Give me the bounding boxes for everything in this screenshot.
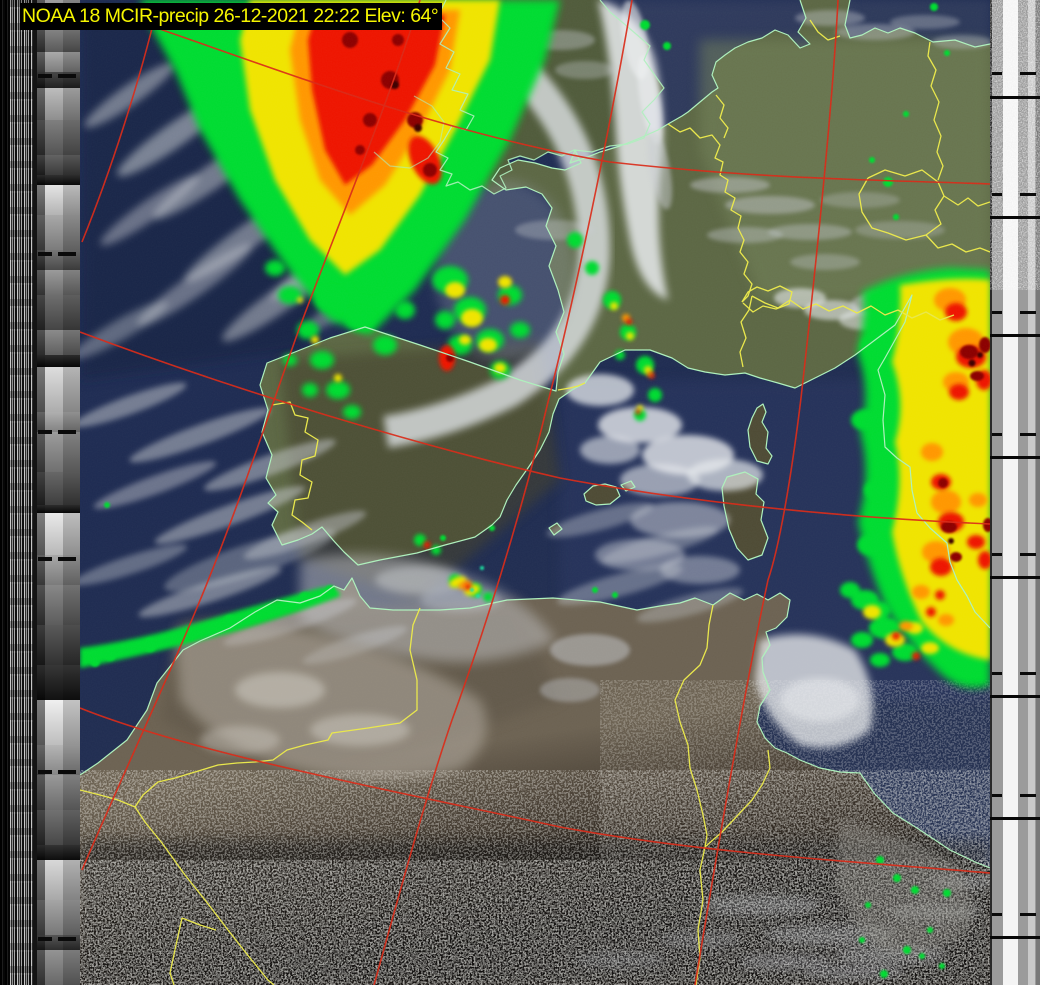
telemetry-wedge (37, 367, 80, 412)
telemetry-wedge (37, 810, 80, 845)
telemetry-wedge (37, 88, 80, 120)
telemetry-wedge (37, 900, 80, 935)
telemetry-wedge (37, 52, 80, 72)
telemetry-wedge (37, 185, 80, 215)
right-marker-dash (992, 553, 1002, 556)
sync-stripe-column (10, 0, 33, 985)
right-marker-line (990, 334, 1040, 337)
telemetry-wedge (37, 845, 80, 860)
telemetry-dash (38, 937, 52, 941)
telemetry-wedge (37, 625, 80, 665)
telemetry-wedge (37, 665, 80, 700)
right-marker-dash (1020, 553, 1036, 556)
right-marker-line (990, 936, 1040, 939)
right-marker-dash (992, 72, 1002, 75)
telemetry-dash (58, 770, 76, 774)
telemetry-dash (38, 252, 52, 256)
telemetry-dash (58, 430, 76, 434)
right-marker-line (990, 456, 1040, 459)
right-bar-gray-stripe (1028, 0, 1035, 985)
right-bar-right-edge (1036, 0, 1040, 985)
right-bar-left-edge (990, 0, 992, 985)
telemetry-dash (38, 430, 52, 434)
right-marker-dash (992, 311, 1002, 314)
telemetry-wedge (37, 175, 80, 185)
telemetry-dash (58, 557, 76, 561)
right-marker-dash (992, 794, 1002, 797)
telemetry-dash (58, 74, 76, 78)
right-marker-line (990, 817, 1040, 820)
telemetry-wedge-column (37, 0, 80, 985)
telemetry-wedge (37, 412, 80, 432)
right-marker-dash (1020, 72, 1036, 75)
telemetry-wedge (37, 860, 80, 900)
title-text: NOAA 18 MCIR-precip 26-12-2021 22:22 Ele… (22, 5, 439, 27)
telemetry-dash (58, 937, 76, 941)
telemetry-wedge (37, 330, 80, 355)
satellite-map (72, 0, 1000, 985)
telemetry-dash (38, 770, 52, 774)
telemetry-wedge (37, 472, 80, 505)
right-marker-line (990, 216, 1040, 219)
telemetry-wedge (37, 775, 80, 810)
right-marker-dash (992, 433, 1002, 436)
right-marker-dash (1020, 794, 1036, 797)
telemetry-dash (58, 252, 76, 256)
right-bar-noise (990, 0, 1040, 290)
telemetry-wedge (37, 120, 80, 155)
telemetry-wedge (37, 505, 80, 513)
right-telemetry-bar (990, 0, 1040, 985)
right-marker-dash (992, 672, 1002, 675)
telemetry-wedge (37, 513, 80, 555)
right-marker-dash (992, 193, 1002, 196)
telemetry-wedge (37, 432, 80, 472)
sync-noise-column (0, 0, 10, 985)
telemetry-wedge (37, 585, 80, 625)
telemetry-wedge (37, 215, 80, 250)
right-marker-dash (1020, 311, 1036, 314)
telemetry-wedge (37, 950, 80, 985)
telemetry-wedge (37, 155, 80, 175)
right-marker-line (990, 576, 1040, 579)
telemetry-wedge (37, 30, 80, 52)
right-marker-line (990, 695, 1040, 698)
telemetry-dash (38, 74, 52, 78)
right-marker-dash (1020, 913, 1036, 916)
right-marker-dash (1020, 433, 1036, 436)
right-marker-dash (1020, 672, 1036, 675)
left-telemetry-bar (0, 0, 80, 985)
sync-gap-column (33, 0, 37, 985)
telemetry-dash (38, 557, 52, 561)
telemetry-wedge (37, 355, 80, 367)
telemetry-wedge (37, 700, 80, 745)
right-marker-dash (1020, 193, 1036, 196)
right-marker-dash (992, 913, 1002, 916)
right-marker-line (990, 96, 1040, 99)
telemetry-wedge (37, 295, 80, 330)
film-grain (80, 0, 990, 985)
telemetry-wedge (37, 270, 80, 295)
title-bar: NOAA 18 MCIR-precip 26-12-2021 22:22 Ele… (20, 3, 443, 30)
